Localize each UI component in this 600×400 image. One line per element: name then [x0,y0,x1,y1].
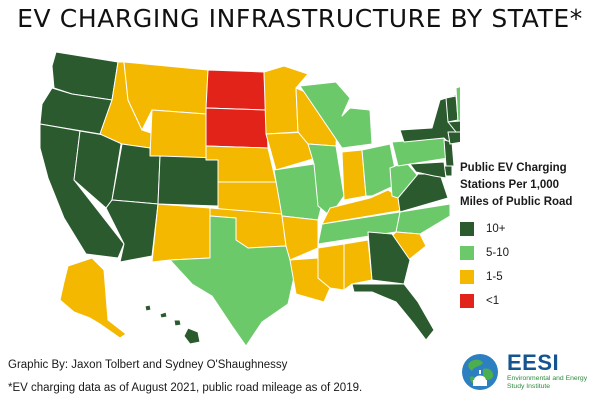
legend-item-10-plus: 10+ [460,217,600,241]
globe-icon [462,354,498,390]
state-HI-oahu [159,311,168,319]
legend: Public EV Charging Stations Per 1,000 Mi… [460,160,600,313]
state-NH [455,86,460,123]
legend-label: 1-5 [486,271,503,283]
us-map [39,51,460,347]
legend-swatch [460,222,474,236]
legend-swatch [460,270,474,284]
state-MA [447,120,460,133]
logo-tagline: Study Institute [507,383,551,390]
state-MS [317,243,345,291]
legend-label: <1 [486,295,500,307]
legend-title-line-2: Stations Per 1,000 [460,179,560,191]
page-title: EV CHARGING INFRASTRUCTURE BY STATE* [17,4,583,33]
state-NY [399,93,460,145]
logo-name: EESI [507,350,560,375]
legend-swatch [460,294,474,308]
state-TX [169,215,297,347]
footnote: *EV charging data as of August 2021, pub… [8,382,363,394]
state-WY [149,109,207,161]
state-CO [157,155,219,207]
state-MI [299,81,373,149]
state-AK [59,257,127,339]
legend-title-line-1: Public EV Charging [460,162,567,174]
state-ND [205,69,267,111]
state-HI-maui [173,319,182,327]
legend-item-less-than-1: <1 [460,289,600,313]
state-HI [183,327,201,345]
legend-title: Public EV Charging Stations Per 1,000 Mi… [460,160,600,211]
graphic-credit: Graphic By: Jaxon Tolbert and Sydney O'S… [8,359,288,371]
state-OH [361,143,399,197]
state-NM [151,203,211,263]
legend-item-5-10: 5-10 [460,241,600,265]
legend-list: 10+ 5-10 1-5 <1 [460,217,600,313]
legend-label: 5-10 [486,247,510,259]
state-MO [273,163,323,221]
legend-swatch [460,246,474,260]
logo-tagline: Environmental and Energy [507,375,588,382]
legend-title-line-3: Miles of Public Road [460,196,573,208]
state-CT [447,131,460,145]
state-VA [397,173,449,213]
state-AR [281,215,319,261]
state-AL [343,239,373,291]
legend-label: 10+ [486,223,506,235]
state-HI-kauai [144,304,152,312]
state-MD [409,161,447,179]
state-GA [367,231,411,285]
state-SD [205,107,269,149]
eesi-logo: EESI Environmental and Energy Study Inst… [459,350,599,396]
state-FL [351,283,435,341]
legend-item-1-5: 1-5 [460,265,600,289]
state-NC [395,203,451,235]
